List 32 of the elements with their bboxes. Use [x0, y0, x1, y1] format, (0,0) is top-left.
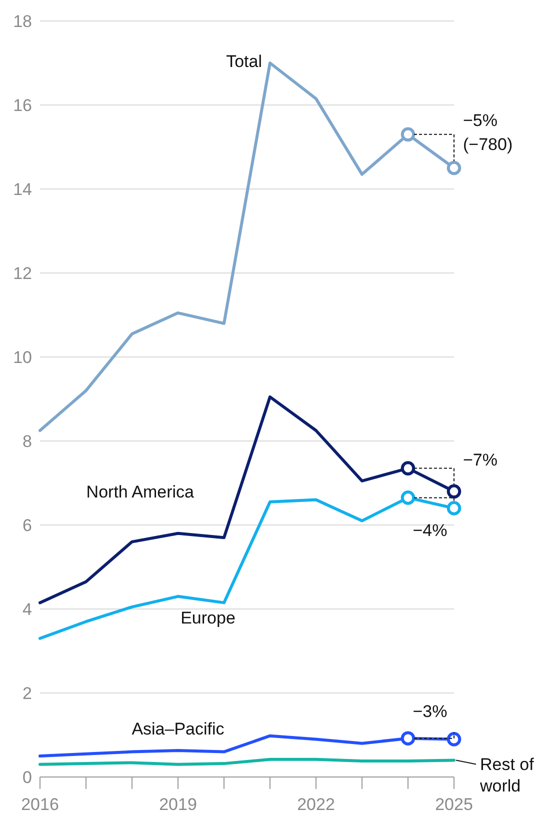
y-tick-label: 16 — [13, 96, 32, 115]
point — [400, 490, 416, 505]
y-tick-label: 6 — [22, 516, 32, 535]
point — [446, 484, 462, 499]
point — [446, 160, 462, 176]
x-tick-label: 2016 — [21, 795, 59, 814]
point — [400, 127, 416, 142]
x-tick-label: 2025 — [435, 795, 473, 814]
annotation: −3% — [412, 702, 448, 722]
y-tick-label: 2 — [22, 684, 32, 703]
series-label: Rest of world — [479, 755, 534, 796]
y-tick-label: 14 — [13, 180, 32, 199]
point — [446, 732, 462, 746]
point — [400, 731, 416, 746]
x-tick-label: 2022 — [297, 795, 335, 814]
text: −5% — [463, 111, 498, 130]
y-tick-label: 10 — [13, 348, 32, 367]
annotation: −4% — [412, 521, 448, 540]
annotation: −7% — [463, 450, 498, 470]
series-label: Europe — [180, 608, 236, 628]
series-label: Total — [226, 52, 262, 71]
series-label: Asia–Pacific — [132, 720, 225, 739]
y-tick-label: 0 — [22, 768, 32, 787]
series-label: North America — [86, 482, 195, 502]
y-tick-label: 8 — [22, 432, 32, 451]
point — [400, 461, 416, 476]
y-tick-label: 18 — [13, 12, 32, 31]
y-tick-label: 4 — [22, 600, 32, 619]
point — [446, 501, 462, 516]
y-tick-label: 12 — [13, 264, 32, 283]
annotation: (−780) — [463, 135, 513, 154]
x-tick-label: 2019 — [159, 795, 197, 814]
